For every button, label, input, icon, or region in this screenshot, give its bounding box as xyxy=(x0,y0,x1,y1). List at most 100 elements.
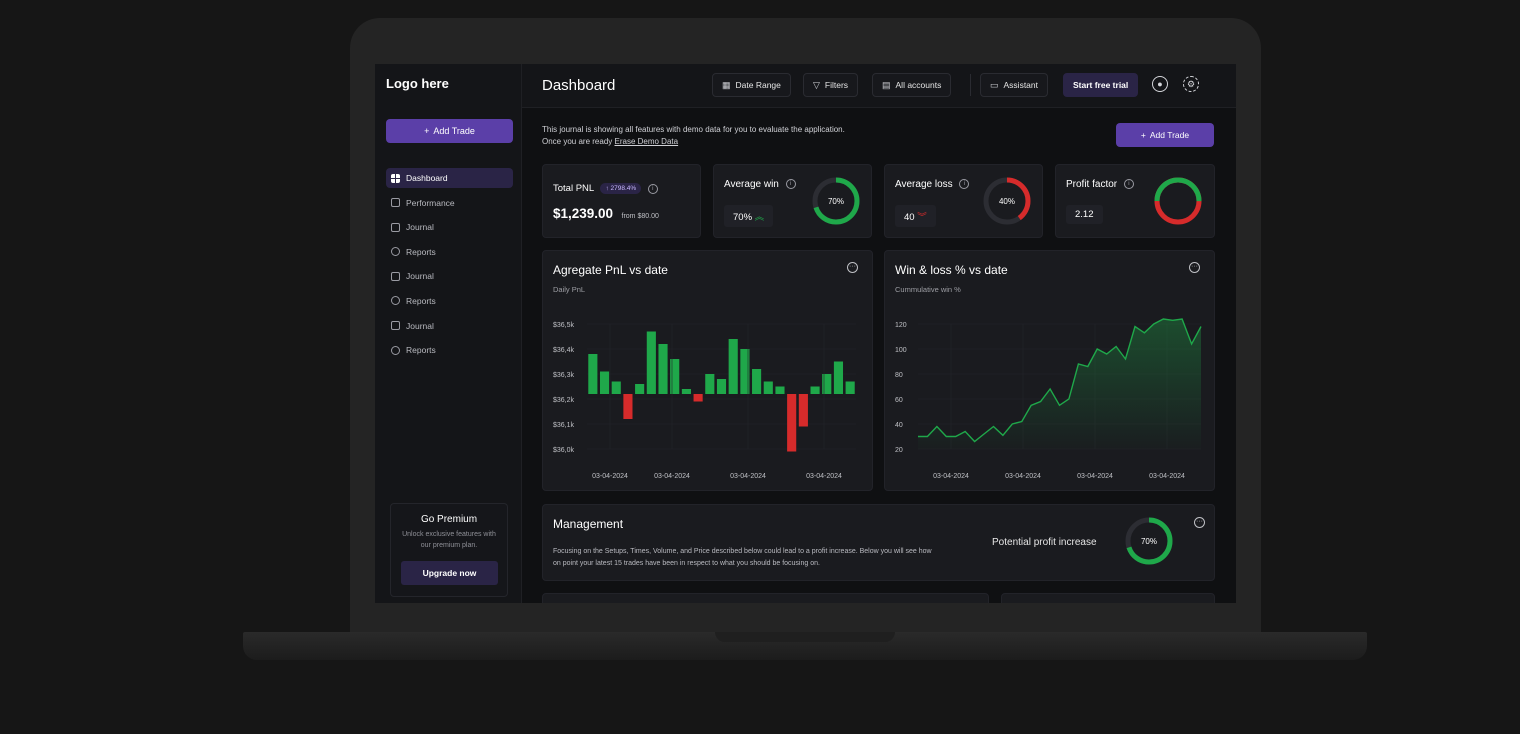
average-win-ring: 70% xyxy=(812,177,860,225)
upgrade-button[interactable]: Upgrade now xyxy=(401,561,498,585)
add-trade-label: Add Trade xyxy=(1149,130,1190,140)
all-accounts-label: All accounts xyxy=(895,80,942,90)
series-line xyxy=(918,318,1202,443)
start-trial-button[interactable]: Start free trial xyxy=(1063,73,1139,97)
profit-factor-card: Profit factor i 2.12 xyxy=(1055,164,1215,238)
info-icon[interactable]: i xyxy=(647,183,658,194)
sidebar-item-journal[interactable]: Journal xyxy=(386,316,513,336)
reports-icon xyxy=(391,247,400,257)
sidebar-item-journal[interactable]: Journal xyxy=(386,266,513,286)
bar xyxy=(740,349,750,394)
app-screen: Logo here + Add Trade Dashboard Performa… xyxy=(375,64,1236,603)
sidebar-item-journal[interactable]: Journal xyxy=(386,217,513,237)
gear-icon[interactable]: ⚙ xyxy=(1183,76,1199,92)
chart-subtitle: Cummulative win % xyxy=(895,285,961,294)
y-tick-label: 100 xyxy=(895,347,907,354)
average-loss-card: Average loss i 40 ︾ 40% xyxy=(884,164,1043,238)
calendar-icon: ▦ xyxy=(722,79,731,90)
potential-profit-ring-label: 70% xyxy=(1141,537,1157,546)
all-accounts-button[interactable]: ▤ All accounts xyxy=(872,73,952,97)
sidebar-item-reports[interactable]: Reports xyxy=(386,291,513,311)
info-icon[interactable]: i xyxy=(785,179,796,190)
add-trade-button[interactable]: + Add Trade xyxy=(1116,123,1214,147)
bar xyxy=(705,374,715,394)
potential-profit-ring: 70% xyxy=(1125,517,1173,565)
bar xyxy=(599,371,610,394)
info-icon[interactable]: i xyxy=(1123,179,1134,190)
bar xyxy=(611,381,621,394)
sidebar-item-label: Reports xyxy=(406,345,436,356)
sidebar: Logo here + Add Trade Dashboard Performa… xyxy=(375,64,522,603)
more-options-icon[interactable]: ··· xyxy=(1189,262,1200,273)
total-pnl-label: Total PNL xyxy=(553,183,594,195)
bar xyxy=(623,394,633,419)
sidebar-item-label: Journal xyxy=(406,222,434,233)
pnl-bar-chart: $36,5k $36,4k $36,3k $36,2k $36,1k $36,0k 03-0… xyxy=(553,322,856,480)
y-tick-label: $36,0k xyxy=(553,447,575,454)
x-tick-label: 03-04-2024 xyxy=(654,473,690,480)
total-pnl-value: $1,239.00 xyxy=(553,206,614,221)
bar xyxy=(822,374,832,394)
win-loss-chart-card: Win & loss % vs date Cummulative win % ·… xyxy=(884,250,1215,491)
profit-factor-ring-arc xyxy=(1154,177,1202,225)
x-tick-label: 03-04-2024 xyxy=(1005,473,1041,480)
sidebar-item-label: Reports xyxy=(406,295,436,306)
bar xyxy=(728,339,738,394)
average-win-card: Average win i 70% ︽ 70% xyxy=(713,164,872,238)
bar xyxy=(752,369,762,394)
erase-demo-link[interactable]: Erase Demo Data xyxy=(614,137,679,146)
bar xyxy=(798,394,808,427)
average-loss-ring-arc xyxy=(983,177,1031,225)
info-icon[interactable]: i xyxy=(959,179,970,190)
chart-title: Win & loss % vs date xyxy=(895,263,1008,277)
chart-subtitle: Daily PnL xyxy=(553,285,586,294)
total-pnl-card: Total PNL ↑ 2798.4% i $1,239.00 from $80… xyxy=(542,164,701,238)
date-range-label: Date Range xyxy=(735,80,781,90)
more-options-icon[interactable]: ··· xyxy=(1194,517,1205,528)
user-icon[interactable]: ● xyxy=(1152,76,1168,92)
bar xyxy=(635,384,645,394)
y-tick-label: $36,1k xyxy=(553,422,575,429)
sidebar-item-label: Performance xyxy=(406,197,455,208)
date-range-button[interactable]: ▦ Date Range xyxy=(712,73,791,97)
journal-icon xyxy=(391,271,400,281)
bar xyxy=(693,394,703,402)
bar xyxy=(646,331,656,394)
topbar: Dashboard ▦ Date Range ▽ Filters ▤ All a… xyxy=(522,64,1236,108)
bar xyxy=(787,394,797,452)
profit-factor-label: Profit factor xyxy=(1066,179,1118,190)
notice-text: This journal is showing all features wit… xyxy=(542,125,845,146)
plus-icon: + xyxy=(424,126,430,136)
management-title: Management xyxy=(553,517,624,531)
more-options-icon[interactable]: ··· xyxy=(847,262,858,273)
arrow-up-icon: ︽ xyxy=(754,212,765,223)
laptop-notch xyxy=(715,632,895,642)
sidebar-item-dashboard[interactable]: Dashboard xyxy=(386,168,513,188)
y-tick-label: 60 xyxy=(895,397,903,404)
average-win-pill: 70% ︽ xyxy=(724,205,774,227)
y-tick-label: 80 xyxy=(895,372,903,379)
chat-icon: ▭ xyxy=(990,79,999,90)
average-loss-value: 40 xyxy=(904,212,915,223)
sidebar-item-performance[interactable]: Performance xyxy=(386,193,513,213)
x-tick-label: 03-04-2024 xyxy=(592,473,628,480)
reports-icon xyxy=(391,345,400,355)
sidebar-item-label: Journal xyxy=(406,320,434,331)
sidebar-item-reports[interactable]: Reports xyxy=(386,340,513,360)
sidebar-add-trade-button[interactable]: + Add Trade xyxy=(386,119,513,143)
bar xyxy=(716,379,727,394)
sidebar-item-reports[interactable]: Reports xyxy=(386,242,513,262)
filters-button[interactable]: ▽ Filters xyxy=(803,73,859,97)
filter-icon: ▽ xyxy=(813,79,820,90)
average-win-value: 70% xyxy=(733,212,753,223)
bottom-card-right xyxy=(1001,593,1215,603)
profit-factor-ring xyxy=(1154,177,1202,225)
x-tick-label: 03-04-2024 xyxy=(730,473,766,480)
toolbar-divider xyxy=(970,74,971,96)
assistant-button[interactable]: ▭ Assistant xyxy=(980,73,1049,97)
x-tick-label: 03-04-2024 xyxy=(806,473,842,480)
x-tick-label: 03-04-2024 xyxy=(1077,473,1113,480)
plus-icon: + xyxy=(1140,130,1146,140)
journal-icon xyxy=(391,321,400,331)
performance-icon xyxy=(391,198,400,208)
